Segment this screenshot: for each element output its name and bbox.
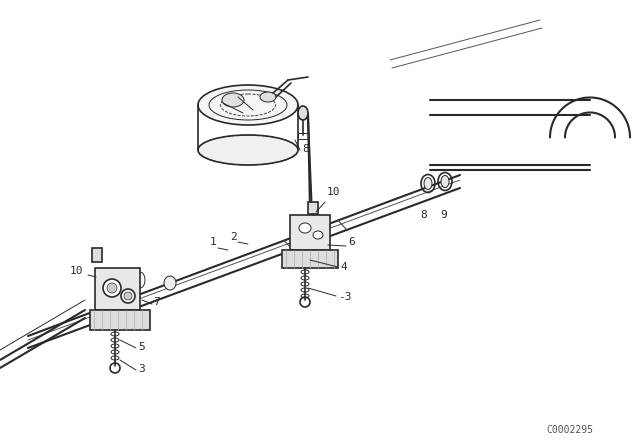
Text: -3: -3 xyxy=(338,292,351,302)
Text: 5: 5 xyxy=(138,342,145,352)
Ellipse shape xyxy=(135,272,145,288)
Text: 4: 4 xyxy=(340,262,347,272)
Ellipse shape xyxy=(298,106,308,120)
Ellipse shape xyxy=(198,85,298,125)
Text: 1: 1 xyxy=(210,237,217,247)
Ellipse shape xyxy=(164,276,176,290)
Bar xyxy=(290,215,330,250)
Text: 10: 10 xyxy=(327,187,340,197)
Ellipse shape xyxy=(313,231,323,239)
Ellipse shape xyxy=(198,135,298,165)
Bar xyxy=(92,248,102,262)
Ellipse shape xyxy=(209,90,287,120)
Bar xyxy=(308,202,318,214)
Text: 6: 6 xyxy=(348,237,355,247)
Circle shape xyxy=(103,279,121,297)
Circle shape xyxy=(121,289,135,303)
Bar xyxy=(298,133,308,139)
Text: 8: 8 xyxy=(420,210,427,220)
Text: 7: 7 xyxy=(153,297,160,307)
Ellipse shape xyxy=(222,93,244,107)
Ellipse shape xyxy=(424,177,432,190)
Text: C0002295: C0002295 xyxy=(547,425,593,435)
Text: 8: 8 xyxy=(302,144,308,154)
Ellipse shape xyxy=(299,223,311,233)
Text: 3: 3 xyxy=(138,364,145,374)
Circle shape xyxy=(124,292,132,300)
Bar xyxy=(282,250,338,268)
Bar xyxy=(95,268,140,310)
Bar xyxy=(90,310,150,330)
Ellipse shape xyxy=(441,176,449,188)
Text: 10: 10 xyxy=(70,266,83,276)
Text: 9: 9 xyxy=(440,210,447,220)
Ellipse shape xyxy=(260,92,276,102)
Text: 2: 2 xyxy=(230,232,237,242)
Circle shape xyxy=(107,283,117,293)
